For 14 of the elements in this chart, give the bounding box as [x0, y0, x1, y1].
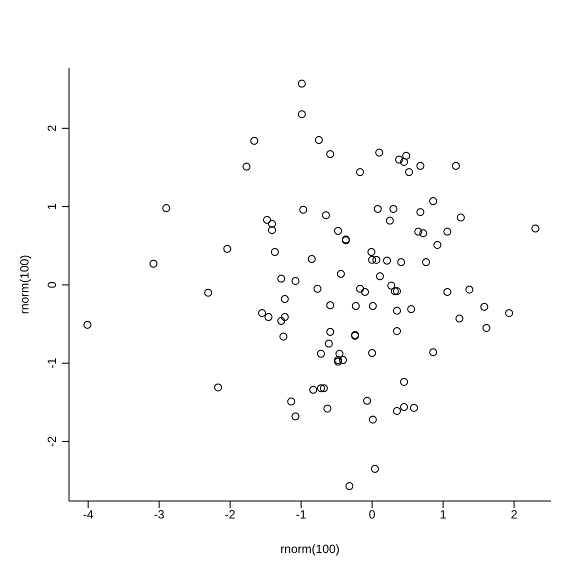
y-tick-label: 1 [45, 202, 59, 210]
y-tick-label: -1 [45, 358, 59, 369]
x-tick-label: -3 [154, 508, 165, 522]
x-tick-label: 1 [440, 508, 447, 522]
x-tick-label: 0 [368, 508, 376, 522]
y-tick-label: 0 [45, 281, 59, 288]
y-tick-label: 2 [45, 124, 59, 132]
x-tick-label: -1 [296, 508, 307, 522]
x-tick-label: 2 [510, 508, 518, 522]
x-tick-label: -4 [82, 508, 94, 522]
y-tick-label: -2 [45, 436, 59, 447]
x-tick-label: -2 [224, 508, 236, 522]
x-axis-title: rnorm(100) [280, 542, 340, 556]
y-axis-title: rnorm(100) [17, 254, 32, 314]
